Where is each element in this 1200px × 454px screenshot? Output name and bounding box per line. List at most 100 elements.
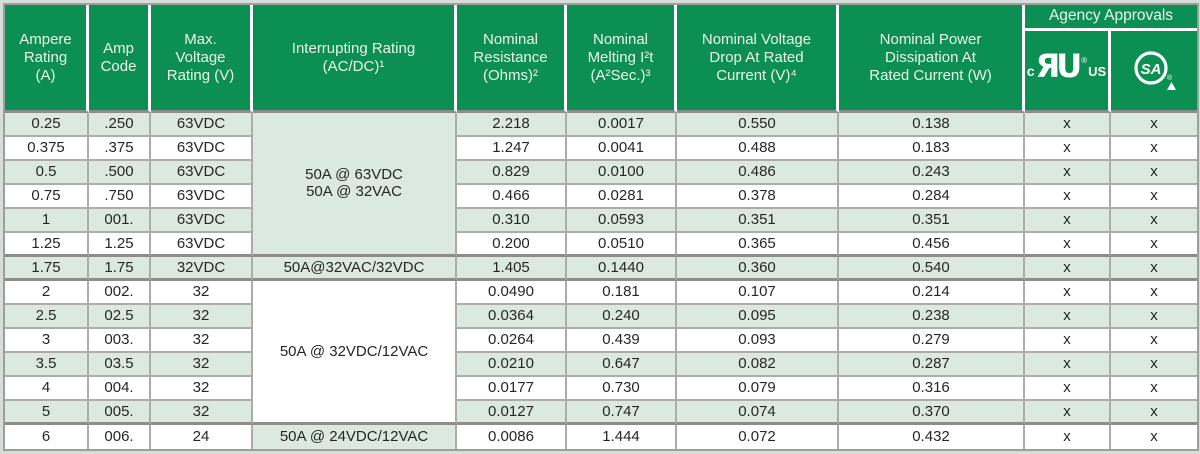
cell-amp-code: .375 xyxy=(89,137,151,162)
cell-ampere-rating: 0.75 xyxy=(5,185,89,210)
cell-interrupting-rating-group-63vdc: 50A @ 63VDC 50A @ 32VAC xyxy=(253,113,457,258)
table-row: 2.5 02.5 32 0.0364 0.240 0.095 0.238 x x xyxy=(5,305,1198,330)
cell-melting-i2t: 0.0017 xyxy=(567,113,677,138)
cell-max-voltage: 63VDC xyxy=(151,233,253,258)
cell-voltage-drop: 0.360 xyxy=(677,257,839,282)
ul-us-label: US xyxy=(1088,64,1107,80)
csa-letters: SA xyxy=(1141,61,1162,78)
col-header-agency-approvals: Agency Approvals xyxy=(1025,5,1198,31)
cell-power-dissipation: 0.138 xyxy=(839,113,1025,138)
cell-nominal-resistance: 0.466 xyxy=(457,185,567,210)
cell-power-dissipation: 0.243 xyxy=(839,161,1025,186)
cell-ampere-rating: 3.5 xyxy=(5,353,89,378)
cell-amp-code: 002. xyxy=(89,281,151,306)
col-header-power-dissipation: Nominal Power Dissipation At Rated Curre… xyxy=(839,5,1025,114)
cell-power-dissipation: 0.183 xyxy=(839,137,1025,162)
cell-voltage-drop: 0.378 xyxy=(677,185,839,210)
cell-voltage-drop: 0.365 xyxy=(677,233,839,258)
cell-ul-approval: x xyxy=(1025,377,1111,402)
cell-voltage-drop: 0.486 xyxy=(677,161,839,186)
cell-nominal-resistance: 0.0364 xyxy=(457,305,567,330)
cell-power-dissipation: 0.214 xyxy=(839,281,1025,306)
table-row: 0.375 .375 63VDC 1.247 0.0041 0.488 0.18… xyxy=(5,137,1198,162)
cell-max-voltage: 63VDC xyxy=(151,137,253,162)
cell-melting-i2t: 0.0041 xyxy=(567,137,677,162)
cell-ul-approval: x xyxy=(1025,425,1111,450)
cell-power-dissipation: 0.279 xyxy=(839,329,1025,354)
cell-melting-i2t: 0.0510 xyxy=(567,233,677,258)
col-header-max-voltage: Max. Voltage Rating (V) xyxy=(151,5,253,114)
cell-melting-i2t: 0.0593 xyxy=(567,209,677,234)
cell-ul-approval: x xyxy=(1025,401,1111,426)
cell-ampere-rating: 2.5 xyxy=(5,305,89,330)
cell-csa-approval: x xyxy=(1111,161,1198,186)
cell-voltage-drop: 0.074 xyxy=(677,401,839,426)
cell-voltage-drop: 0.351 xyxy=(677,209,839,234)
cell-power-dissipation: 0.351 xyxy=(839,209,1025,234)
cell-max-voltage: 63VDC xyxy=(151,113,253,138)
col-header-interrupting-rating: Interrupting Rating (AC/DC)¹ xyxy=(253,5,457,114)
cell-csa-approval: x xyxy=(1111,257,1198,282)
cell-amp-code: 005. xyxy=(89,401,151,426)
cell-max-voltage: 63VDC xyxy=(151,185,253,210)
cell-voltage-drop: 0.550 xyxy=(677,113,839,138)
cell-melting-i2t: 0.747 xyxy=(567,401,677,426)
cell-nominal-resistance: 0.0177 xyxy=(457,377,567,402)
cell-amp-code: 02.5 xyxy=(89,305,151,330)
cell-nominal-resistance: 0.0210 xyxy=(457,353,567,378)
cell-amp-code: 001. xyxy=(89,209,151,234)
cell-melting-i2t: 0.240 xyxy=(567,305,677,330)
cell-ul-approval: x xyxy=(1025,161,1111,186)
cell-amp-code: 006. xyxy=(89,425,151,450)
cell-power-dissipation: 0.432 xyxy=(839,425,1025,450)
cell-nominal-resistance: 2.218 xyxy=(457,113,567,138)
cell-ul-approval: x xyxy=(1025,353,1111,378)
cell-voltage-drop: 0.488 xyxy=(677,137,839,162)
cell-ampere-rating: 3 xyxy=(5,329,89,354)
cell-max-voltage: 63VDC xyxy=(151,161,253,186)
cell-interrupting-rating: 50A@32VAC/32VDC xyxy=(253,257,457,282)
cell-power-dissipation: 0.284 xyxy=(839,185,1025,210)
table-row: 0.75 .750 63VDC 0.466 0.0281 0.378 0.284… xyxy=(5,185,1198,210)
cell-amp-code: .500 xyxy=(89,161,151,186)
cell-ampere-rating: 1.25 xyxy=(5,233,89,258)
cell-melting-i2t: 0.730 xyxy=(567,377,677,402)
cell-power-dissipation: 0.370 xyxy=(839,401,1025,426)
cell-ampere-rating: 0.375 xyxy=(5,137,89,162)
cell-nominal-resistance: 1.405 xyxy=(457,257,567,282)
table-row: 0.5 .500 63VDC 0.829 0.0100 0.486 0.243 … xyxy=(5,161,1198,186)
col-header-voltage-drop: Nominal Voltage Drop At Rated Current (V… xyxy=(677,5,839,114)
cell-ampere-rating: 5 xyxy=(5,401,89,426)
col-header-melting-i2t: Nominal Melting I²t (A²Sec.)³ xyxy=(567,5,677,114)
cell-power-dissipation: 0.456 xyxy=(839,233,1025,258)
cell-nominal-resistance: 0.829 xyxy=(457,161,567,186)
cell-ul-approval: x xyxy=(1025,257,1111,282)
cul-us-logo-icon: c ЯU ® US xyxy=(1025,50,1108,86)
cell-max-voltage: 32 xyxy=(151,353,253,378)
cell-ul-approval: x xyxy=(1025,185,1111,210)
table-row: 1.75 1.75 32VDC 50A@32VAC/32VDC 1.405 0.… xyxy=(5,257,1198,282)
cell-amp-code: 004. xyxy=(89,377,151,402)
cell-max-voltage: 32 xyxy=(151,329,253,354)
cell-amp-code: 1.75 xyxy=(89,257,151,282)
cell-nominal-resistance: 0.0490 xyxy=(457,281,567,306)
cell-ul-approval: x xyxy=(1025,137,1111,162)
cell-csa-approval: x xyxy=(1111,425,1198,450)
cell-max-voltage: 24 xyxy=(151,425,253,450)
table-row: 3 003. 32 0.0264 0.439 0.093 0.279 x x xyxy=(5,329,1198,354)
cell-max-voltage: 63VDC xyxy=(151,209,253,234)
cell-interrupting-rating: 50A @ 24VDC/12VAC xyxy=(253,425,457,450)
table-row: 6 006. 24 50A @ 24VDC/12VAC 0.0086 1.444… xyxy=(5,425,1198,450)
cell-max-voltage: 32 xyxy=(151,281,253,306)
cell-melting-i2t: 0.181 xyxy=(567,281,677,306)
table-row: 5 005. 32 0.0127 0.747 0.074 0.370 x x xyxy=(5,401,1198,426)
header-row-top: Ampere Rating (A) Amp Code Max. Voltage … xyxy=(5,5,1198,114)
cell-amp-code: .750 xyxy=(89,185,151,210)
table-row: 3.5 03.5 32 0.0210 0.647 0.082 0.287 x x xyxy=(5,353,1198,378)
csa-approval-header: SA ® xyxy=(1111,31,1198,114)
cell-ul-approval: x xyxy=(1025,329,1111,354)
cell-power-dissipation: 0.287 xyxy=(839,353,1025,378)
cell-max-voltage: 32 xyxy=(151,377,253,402)
cell-max-voltage: 32VDC xyxy=(151,257,253,282)
